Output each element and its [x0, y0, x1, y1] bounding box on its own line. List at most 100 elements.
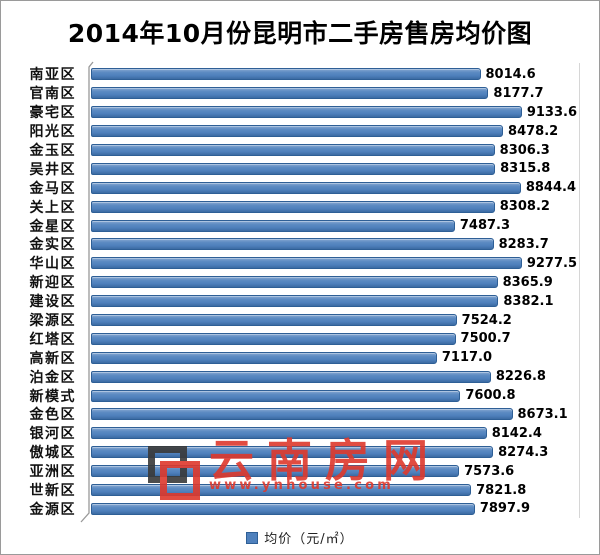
value-label: 7117.0	[441, 350, 493, 366]
category-label: 新模式	[29, 388, 76, 405]
price-bar	[91, 484, 472, 497]
category-label: 银河区	[29, 426, 76, 443]
price-bar	[91, 219, 455, 232]
value-label: 7524.2	[461, 312, 512, 328]
category-label: 世新区	[29, 483, 76, 500]
legend: 均价（元/㎡）	[1, 528, 599, 547]
price-bar	[91, 125, 504, 138]
bar-row: 金星区 7487.3	[1, 216, 599, 235]
category-label: 金马区	[29, 180, 76, 197]
value-label: 7600.8	[465, 388, 516, 404]
bar-row: 豪宅区 9133.6	[1, 103, 599, 122]
category-label: 金玉区	[29, 143, 76, 160]
value-label: 8382.1	[503, 293, 554, 309]
price-bar	[91, 446, 494, 459]
category-label: 泊金区	[29, 369, 76, 386]
value-label: 8308.2	[499, 199, 550, 215]
price-bar	[91, 106, 522, 119]
bar-row: 世新区 7821.8	[1, 481, 599, 500]
value-label: 9277.5	[526, 255, 577, 271]
price-bar	[91, 389, 461, 402]
plot-area: 南亚区 8014.6 官南区 8177.7 豪宅区 9133.6 阳光区 8478.2 金玉区 8…	[1, 65, 599, 518]
value-label: 8274.3	[498, 444, 549, 460]
bar-row: 吴井区 8315.8	[1, 159, 599, 178]
value-label: 7573.6	[464, 463, 515, 479]
category-label: 金星区	[29, 218, 76, 235]
value-label: 8306.3	[499, 142, 550, 158]
value-label: 8014.6	[485, 66, 536, 82]
price-bar	[91, 332, 456, 345]
price-bar	[91, 181, 521, 194]
category-label: 华山区	[29, 256, 76, 273]
bar-row: 阳光区 8478.2	[1, 122, 599, 141]
category-label: 建设区	[29, 294, 76, 311]
legend-swatch-icon	[246, 531, 259, 544]
bar-row: 官南区 8177.7	[1, 84, 599, 103]
price-bar	[91, 408, 513, 421]
price-bar	[91, 238, 494, 251]
bar-row: 南亚区 8014.6	[1, 65, 599, 84]
value-label: 8283.7	[498, 236, 549, 252]
bar-row: 金玉区 8306.3	[1, 141, 599, 160]
bar-row: 金源区 7897.9	[1, 499, 599, 518]
bar-row: 金色区 8673.1	[1, 405, 599, 424]
value-label: 8315.8	[500, 161, 551, 177]
category-label: 亚洲区	[29, 464, 76, 481]
value-label: 8226.8	[495, 369, 546, 385]
bar-row: 高新区 7117.0	[1, 348, 599, 367]
price-bar	[91, 502, 475, 515]
bar-row: 建设区 8382.1	[1, 292, 599, 311]
price-bar	[91, 351, 437, 364]
price-bar	[91, 276, 498, 289]
price-bar	[91, 257, 522, 270]
value-label: 7821.8	[476, 482, 527, 498]
category-label: 红塔区	[29, 331, 76, 348]
price-bar	[91, 68, 481, 81]
legend-label: 均价（元/㎡）	[264, 532, 354, 547]
price-bar	[91, 314, 457, 327]
value-label: 8142.4	[491, 425, 542, 441]
bar-row: 亚洲区 7573.6	[1, 462, 599, 481]
value-label: 7897.9	[479, 501, 530, 517]
bar-row: 梁源区 7524.2	[1, 311, 599, 330]
value-label: 9133.6	[526, 104, 577, 120]
price-bar	[91, 200, 495, 213]
plot-area-right-border	[579, 63, 580, 518]
category-label: 南亚区	[29, 67, 76, 84]
bar-row: 华山区 9277.5	[1, 254, 599, 273]
category-label: 高新区	[29, 350, 76, 367]
category-label: 傲城区	[29, 445, 76, 462]
bar-row: 新模式 7600.8	[1, 386, 599, 405]
price-bar	[91, 427, 487, 440]
value-label: 8673.1	[517, 406, 568, 422]
price-bar	[91, 87, 489, 100]
category-label: 金色区	[29, 407, 76, 424]
axis-wall	[80, 61, 94, 523]
bar-row: 泊金区 8226.8	[1, 367, 599, 386]
category-label: 吴井区	[29, 161, 76, 178]
bar-row: 金实区 8283.7	[1, 235, 599, 254]
chart-title: 2014年10月份昆明市二手房售房均价图	[67, 19, 533, 48]
price-bar	[91, 144, 495, 156]
price-bar	[91, 162, 496, 175]
bar-row: 红塔区 7500.7	[1, 329, 599, 348]
price-bar	[91, 295, 499, 308]
value-label: 7500.7	[460, 331, 511, 347]
value-label: 8478.2	[508, 123, 559, 139]
bar-row: 金马区 8844.4	[1, 178, 599, 197]
category-label: 豪宅区	[29, 105, 76, 122]
bar-row: 关上区 8308.2	[1, 197, 599, 216]
category-label: 阳光区	[29, 124, 76, 141]
bar-row: 新迎区 8365.9	[1, 273, 599, 292]
value-label: 8177.7	[493, 85, 544, 101]
price-bar	[91, 465, 460, 478]
value-label: 8365.9	[502, 274, 553, 290]
category-label: 梁源区	[29, 313, 76, 330]
value-label: 7487.3	[459, 218, 511, 234]
category-label: 金实区	[29, 237, 76, 254]
price-bar	[91, 370, 491, 383]
category-label: 新迎区	[29, 275, 76, 292]
category-label: 关上区	[29, 199, 76, 216]
bar-row: 银河区 8142.4	[1, 424, 599, 443]
category-label: 金源区	[29, 501, 76, 518]
